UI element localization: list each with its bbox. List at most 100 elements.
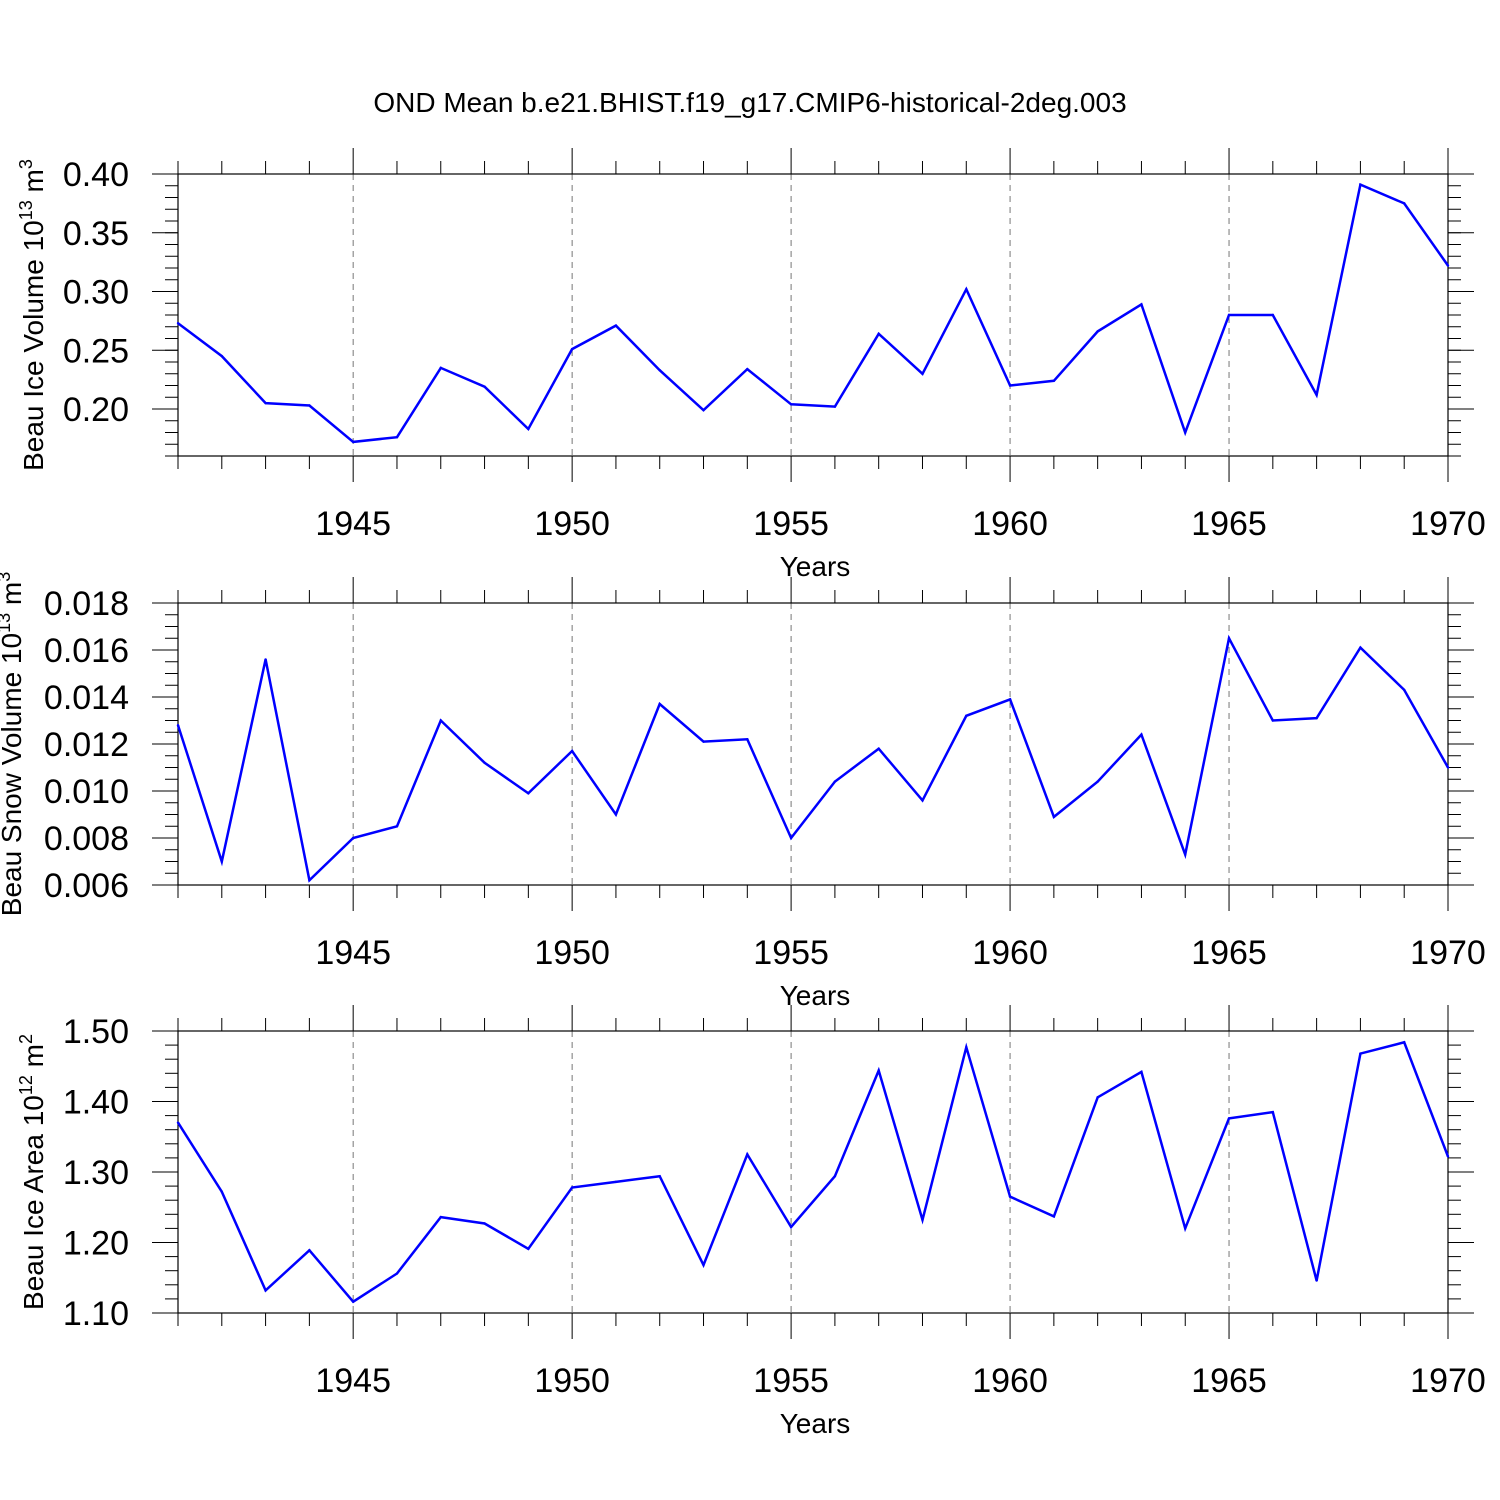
panel-1: 1945 1950 1955 1960 1965 1970 Years 0.20 0.25 0.3… [16, 148, 1486, 582]
data-point [483, 761, 486, 764]
data-point [1403, 202, 1406, 205]
x-tick-label: 1945 [315, 934, 391, 972]
data-point [264, 401, 267, 405]
x-axis-title: Years [780, 1408, 851, 1439]
data-point [789, 836, 793, 840]
data-point [395, 825, 399, 828]
data-point [1227, 313, 1231, 317]
data-point [570, 1186, 574, 1189]
data-point [833, 405, 837, 408]
y-tick-label: 0.40 [63, 156, 129, 194]
y-tick-label: 0.30 [63, 274, 129, 312]
data-point [1446, 264, 1450, 267]
panel-2: 1945 1950 1955 1960 1965 1970 Years 0.006 0.008 0… [0, 572, 1486, 1011]
data-point [921, 372, 924, 375]
data-point [1052, 815, 1056, 819]
data-point [1403, 1041, 1406, 1044]
data-point [1315, 1279, 1318, 1282]
x-tick-label: 1945 [315, 1362, 391, 1400]
data-point [746, 1153, 749, 1156]
data-point [570, 347, 574, 351]
y-tick-label: 1.30 [63, 1154, 129, 1192]
data-point [351, 440, 355, 444]
data-point [483, 1222, 486, 1225]
data-point [527, 792, 530, 795]
x-tick-label: 1960 [972, 505, 1048, 543]
y-tick-label: 1.20 [63, 1225, 129, 1263]
data-point [1315, 393, 1318, 397]
data-point [965, 714, 968, 717]
x-tick-label: 1955 [753, 1362, 829, 1400]
data-point [1096, 1096, 1099, 1099]
x-tick-label: 1945 [315, 505, 391, 543]
data-point [702, 408, 705, 412]
data-point [1227, 637, 1231, 640]
data-point [1184, 431, 1187, 434]
x-tick-label: 1960 [972, 934, 1048, 972]
y-tick-label: 0.016 [44, 632, 129, 670]
data-point [1315, 716, 1318, 720]
data-point [1446, 1155, 1450, 1158]
y-tick-label: 1.10 [63, 1295, 129, 1333]
y-tick-label: 0.012 [44, 726, 129, 764]
y-tick-label: 0.010 [44, 773, 129, 811]
panel-3: 1945 1950 1955 1960 1965 1970 Years 1.10 1.20 1.3… [16, 1005, 1486, 1439]
data-point [1271, 719, 1275, 722]
data-point [220, 1190, 223, 1193]
data-point [1140, 733, 1143, 736]
y-tick-label: 0.014 [44, 679, 129, 717]
series-line [176, 634, 1450, 883]
data-point [746, 738, 749, 741]
data-point [789, 403, 793, 406]
plot-frame [177, 1030, 1449, 1314]
x-tick-label: 1960 [972, 1362, 1048, 1400]
series-line [176, 1040, 1450, 1304]
data-point [658, 1175, 661, 1178]
data-point [614, 813, 618, 816]
y-axis-title: Beau Snow Volume 1013 m3 [0, 572, 27, 916]
data-point [1359, 1052, 1362, 1055]
x-tick-label: 1955 [753, 505, 829, 543]
data-point [220, 354, 223, 358]
data-point [833, 780, 837, 783]
data-point [308, 879, 311, 882]
data-point [570, 749, 574, 753]
data-point [176, 1121, 180, 1124]
plot-frame [177, 602, 1449, 886]
data-point [176, 322, 180, 325]
data-point [527, 427, 530, 431]
data-point [1359, 646, 1362, 649]
x-tick-label: 1950 [534, 934, 610, 972]
x-tick-label: 1965 [1191, 934, 1267, 972]
data-point [965, 287, 968, 291]
data-point [877, 747, 880, 750]
data-point [1008, 1195, 1012, 1198]
data-point [264, 1289, 267, 1292]
data-point [220, 860, 223, 863]
x-tick-label: 1950 [534, 1362, 610, 1400]
data-point [877, 332, 880, 335]
figure-title: OND Mean b.e21.BHIST.f19_g17.CMIP6-histo… [373, 87, 1126, 118]
data-point [746, 367, 749, 371]
series-line [177, 182, 1450, 444]
data-point [527, 1247, 530, 1251]
data-point [1184, 1227, 1187, 1230]
y-tick-label: 1.40 [63, 1084, 129, 1122]
data-point [1184, 853, 1187, 856]
data-point [1096, 780, 1099, 783]
data-point [877, 1069, 880, 1072]
data-point [439, 719, 442, 722]
x-tick-label: 1970 [1410, 505, 1486, 543]
x-axis-title: Years [780, 980, 851, 1011]
data-point [351, 1300, 355, 1303]
data-point [658, 369, 661, 372]
data-point [1403, 688, 1406, 692]
y-tick-label: 0.25 [63, 332, 129, 370]
data-point [308, 1249, 311, 1252]
x-tick-label: 1970 [1410, 934, 1486, 972]
data-point [1096, 330, 1099, 333]
data-point [1140, 1070, 1143, 1074]
x-tick-label: 1970 [1410, 1362, 1486, 1400]
data-point [1052, 1215, 1056, 1218]
